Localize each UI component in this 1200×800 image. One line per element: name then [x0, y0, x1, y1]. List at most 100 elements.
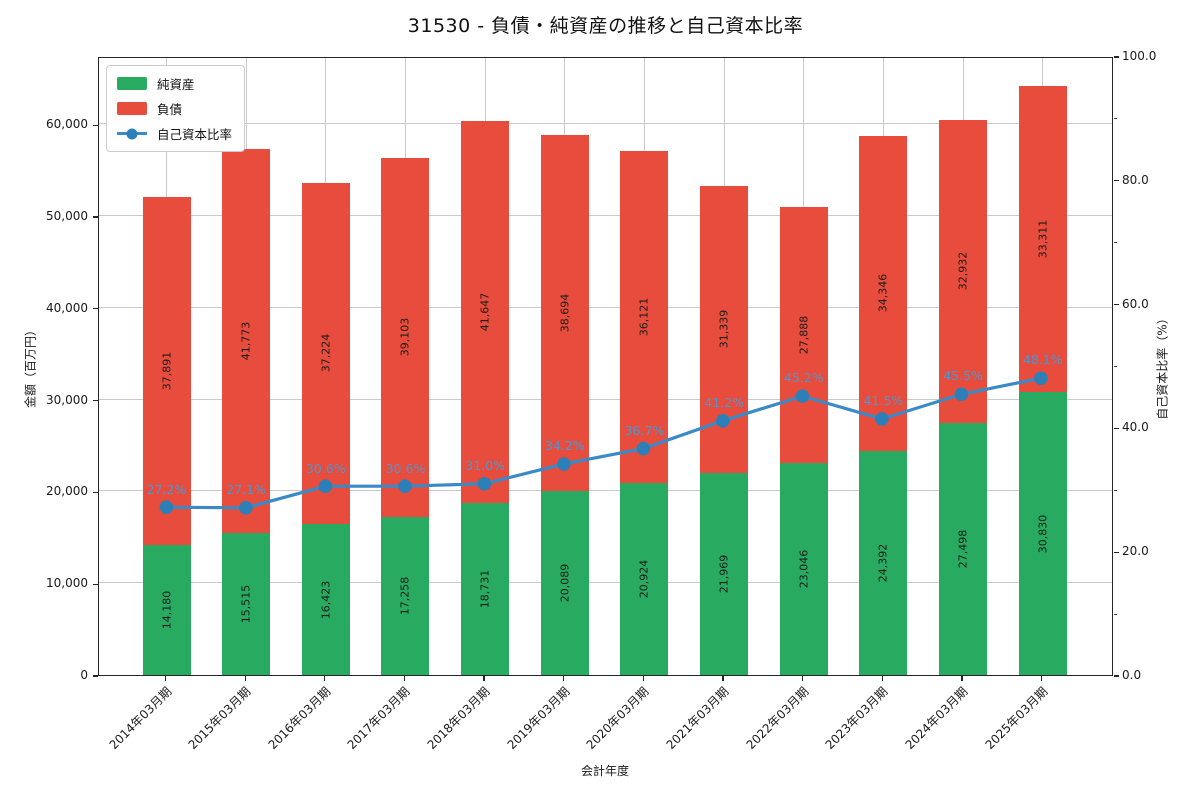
ratio-value-label: 45.2%	[783, 370, 824, 386]
legend-item-debt: 負債	[117, 99, 232, 118]
y-tick-label-right: 0.0	[1122, 668, 1142, 682]
y-axis-tick-left	[93, 675, 98, 677]
bar-value-label-equity: 21,969	[717, 554, 731, 594]
ratio-line	[166, 376, 1042, 510]
y-axis-minor-tick-right	[1114, 118, 1117, 120]
bar-segment-equity	[142, 544, 191, 675]
bar-segment-debt	[301, 182, 350, 525]
legend-label-equity: 純資産	[157, 77, 195, 92]
x-tick-label: 2020年03月期	[584, 684, 652, 753]
bar-segment-equity	[381, 516, 430, 675]
bar-value-label-debt: 32,932	[956, 252, 970, 291]
bar-value-label-equity: 27,498	[956, 529, 970, 569]
bar-segment-equity	[859, 451, 908, 675]
ratio-value-label: 41.5%	[863, 393, 904, 409]
ratio-point	[477, 476, 492, 491]
ratio-value-label: 31.0%	[465, 458, 505, 474]
x-tick-label: 2019年03月期	[504, 684, 573, 753]
ratio-point	[557, 457, 571, 471]
ratio-value-label: 30.6%	[385, 460, 426, 476]
x-axis-tick	[164, 676, 167, 681]
x-tick-label: 2021年03月期	[663, 684, 732, 753]
y-tick-label-left: 60,000	[46, 117, 88, 132]
ratio-value-label: 30.6%	[305, 460, 346, 476]
bar-value-label-debt: 34,346	[876, 274, 890, 313]
y-axis-title-right: 自己資本比率（%）	[1155, 312, 1170, 420]
ratio-point	[795, 389, 810, 403]
bar-segment-debt	[540, 135, 589, 491]
bar-value-label-equity: 23,046	[797, 549, 811, 589]
gridline-horizontal	[99, 490, 1112, 492]
bar-segment-equity	[301, 524, 350, 675]
y-tick-label-left: 10,000	[46, 576, 88, 591]
x-axis-tick	[483, 676, 485, 681]
y-axis-minor-tick-right	[1114, 366, 1117, 367]
debt-swatch-icon	[117, 102, 147, 115]
bar-value-label-debt: 36,121	[637, 297, 651, 337]
y-axis-tick-left	[93, 491, 98, 494]
ratio-marker-dot-icon	[126, 128, 138, 139]
y-axis-tick-right	[1114, 427, 1119, 430]
ratio-value-label: 27.2%	[146, 481, 187, 497]
bar-value-label-debt: 31,339	[717, 310, 731, 349]
bar-value-label-debt: 37,224	[319, 334, 333, 373]
bar-value-label-debt: 39,103	[398, 317, 412, 357]
bar-value-label-equity: 15,515	[239, 584, 253, 624]
bar-segment-debt	[620, 151, 669, 483]
y-axis-tick-right	[1114, 180, 1119, 182]
x-tick-label: 2018年03月期	[424, 684, 493, 753]
ratio-line-marker-icon	[117, 127, 147, 140]
x-tick-label: 2015年03月期	[185, 684, 254, 753]
ratio-value-label: 36.7%	[624, 422, 665, 438]
bar-value-label-debt: 41,773	[239, 321, 253, 361]
x-tick-label: 2023年03月期	[823, 684, 891, 753]
bar-value-label-debt: 37,891	[160, 351, 173, 391]
ratio-point	[636, 441, 651, 456]
x-axis-tick	[961, 676, 963, 681]
bar-value-label-equity: 24,392	[876, 543, 890, 583]
x-tick-label: 2025年03月期	[982, 684, 1051, 753]
y-axis-tick-left	[93, 399, 98, 402]
x-axis-tick	[563, 676, 565, 681]
y-tick-label-left: 30,000	[46, 392, 88, 407]
legend-item-ratio: 自己資本比率	[117, 124, 232, 143]
y-axis-tick-right	[1114, 56, 1119, 58]
ratio-value-label: 34.2%	[544, 438, 585, 454]
bar-value-label-debt: 33,311	[1036, 219, 1050, 259]
bar-value-label-equity: 20,924	[637, 559, 651, 599]
x-axis-tick	[403, 676, 406, 681]
ratio-point	[239, 501, 253, 515]
y-tick-label-right: 60.0	[1122, 296, 1149, 311]
y-axis-tick-left	[93, 583, 98, 585]
gridline-horizontal	[99, 582, 1112, 584]
y-axis-tick-left	[93, 124, 98, 126]
bar-segment-debt	[779, 207, 828, 464]
bar-value-label-equity: 20,089	[558, 563, 572, 603]
bar-value-label-equity: 17,258	[398, 576, 412, 616]
bar-value-label-equity: 14,180	[160, 590, 173, 630]
y-axis-minor-tick-right	[1114, 242, 1117, 244]
x-axis-title: 会計年度	[580, 764, 630, 778]
y-axis-tick-left	[93, 308, 98, 310]
bar-segment-debt	[381, 157, 430, 517]
bar-value-label-equity: 30,830	[1036, 514, 1050, 553]
ratio-point	[716, 414, 730, 428]
y-axis-tick-right	[1114, 551, 1119, 553]
y-tick-label-left: 50,000	[46, 209, 88, 223]
bar-segment-debt	[859, 135, 908, 452]
legend-label-debt: 負債	[157, 102, 183, 117]
bar-segment-equity	[222, 532, 271, 675]
x-axis-tick	[1041, 676, 1043, 681]
plot-area: 純資産 負債 自己資本比率 14,180 37,891 15,515 41,773 16…	[98, 57, 1113, 676]
bar-segment-equity	[1018, 391, 1067, 675]
bar-segment-debt	[142, 197, 191, 545]
bar-value-label-equity: 18,731	[478, 569, 492, 609]
y-tick-label-left: 20,000	[46, 484, 88, 499]
ratio-point	[875, 412, 889, 426]
ratio-point	[318, 479, 333, 493]
y-tick-label-left: 40,000	[46, 300, 88, 315]
ratio-value-label: 45.5%	[943, 368, 983, 384]
ratio-value-label: 48.1%	[1022, 352, 1063, 368]
ratio-point	[398, 479, 412, 493]
x-axis-tick	[722, 676, 724, 681]
